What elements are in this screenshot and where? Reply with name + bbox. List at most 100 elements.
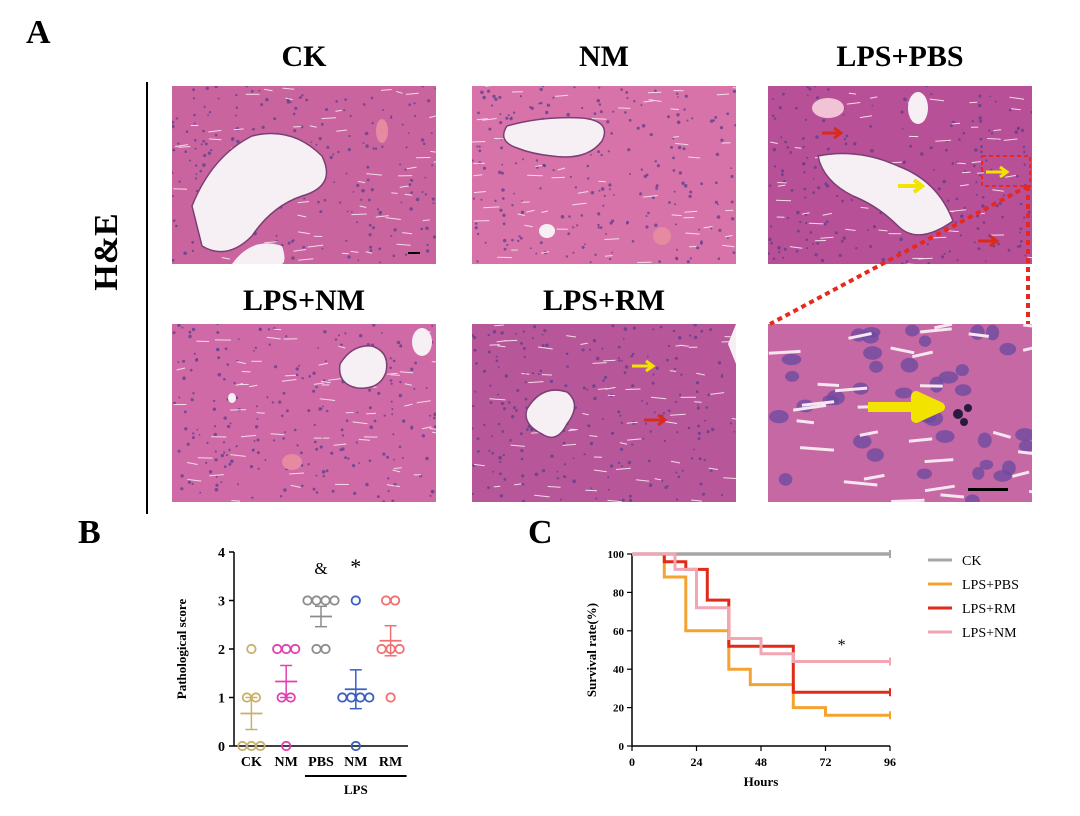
sinusoid-line [208, 129, 222, 133]
data-point [246, 643, 257, 655]
nucleus-dot [268, 343, 271, 346]
sinusoid-line [924, 458, 954, 464]
inflammatory-cell [964, 404, 972, 412]
sinusoid-line [679, 344, 689, 347]
nucleus-dot [692, 448, 695, 451]
y-tick-label: 3 [218, 595, 225, 610]
nucleus-dot [208, 111, 212, 114]
nucleus-dot [975, 193, 978, 196]
nucleus-dot [925, 86, 928, 88]
sinusoid-line [643, 195, 658, 198]
nucleus-dot [772, 147, 777, 152]
nucleus-dot [256, 417, 259, 420]
nucleus-dot [942, 179, 946, 184]
sinusoid-line [485, 86, 491, 87]
nucleus-dot [629, 494, 632, 498]
nucleus-dot [513, 192, 515, 195]
nucleus-dot [610, 464, 614, 468]
nucleus-dot [699, 241, 703, 245]
nucleus-dot [586, 388, 589, 391]
nucleus-dot [274, 365, 278, 369]
nucleus-dot [589, 348, 592, 351]
nucleus-dot [608, 183, 612, 187]
nucleus-dot [958, 138, 961, 141]
nucleus-dot [626, 97, 629, 100]
nucleus-dot [959, 234, 962, 237]
nucleus-dot [378, 247, 382, 251]
sinusoid-line [235, 383, 244, 386]
nucleus-dot [236, 139, 240, 144]
nucleus-dot [679, 393, 682, 396]
nucleus-dot [326, 409, 329, 413]
nucleus-dot [298, 96, 301, 99]
sinusoid-line [603, 359, 616, 362]
nucleus-dot [977, 247, 981, 251]
nucleus-dot [256, 451, 260, 455]
nucleus-dot [390, 235, 393, 238]
nucleus-dot [978, 174, 981, 177]
nucleus-dot [512, 111, 516, 114]
sinusoid-line [789, 246, 803, 249]
nucleus-dot [480, 90, 484, 95]
nucleus-dot [252, 127, 255, 131]
nucleus-dot [321, 247, 324, 250]
nucleus-dot [193, 122, 196, 125]
nucleus-dot [477, 450, 480, 453]
nucleus-dot [207, 114, 209, 117]
nucleus-dot [476, 260, 479, 263]
nucleus-dot [495, 355, 498, 358]
he-row-label: H&E [88, 213, 125, 291]
nucleus-dot [293, 428, 297, 432]
nucleus-dot [368, 223, 372, 227]
nucleus-dot [676, 431, 679, 434]
nucleus-dot [530, 247, 532, 250]
micrograph-lps-rm [472, 324, 736, 502]
nucleus-dot [990, 132, 994, 135]
nucleus-dot [422, 142, 426, 146]
nucleus-dot [213, 432, 217, 437]
nucleus-dot [836, 194, 839, 198]
nucleus-dot [398, 393, 403, 398]
nucleus-dot [215, 483, 219, 487]
sinusoid-line [430, 150, 436, 153]
nucleus-dot [522, 158, 524, 161]
nucleus-dot [499, 494, 504, 498]
nucleus-dot [537, 373, 540, 376]
nucleus-dot [172, 120, 175, 124]
significance-annotation: & [314, 559, 327, 578]
nucleus-dot [677, 96, 679, 98]
nucleus-dot [1007, 248, 1011, 252]
nucleus-dot [433, 416, 436, 420]
nucleus-dot [516, 389, 520, 392]
nucleus-dot [315, 143, 318, 146]
nucleus-dot [255, 405, 258, 408]
nucleus-dot [569, 175, 572, 178]
nucleus-dot [421, 191, 424, 193]
nucleus-dot [356, 221, 358, 224]
nucleus-dot [662, 412, 665, 415]
nucleus-dot [189, 368, 193, 372]
nucleus-dot [599, 110, 603, 114]
nucleus-dot [995, 204, 999, 208]
nucleus-dot [330, 451, 334, 455]
sinusoid-line [429, 115, 436, 119]
sinusoid-line [429, 428, 436, 430]
nucleus-dot [618, 357, 620, 360]
sinusoid-line [636, 479, 650, 482]
nucleus-dot [661, 479, 664, 482]
nucleus-dot [345, 172, 348, 175]
nucleus-dot [257, 467, 260, 470]
nucleus-dot [254, 425, 259, 429]
nucleus-dot [534, 472, 539, 477]
nucleus-dot [393, 228, 397, 232]
sinusoid-line [365, 251, 373, 254]
nucleus-dot [901, 262, 904, 264]
nucleus-dot [612, 110, 615, 113]
nucleus-dot [323, 198, 327, 202]
nucleus-dot [805, 238, 808, 241]
nucleus-dot [688, 334, 692, 337]
sinusoid-line [801, 212, 810, 215]
sinusoid-line [231, 500, 241, 502]
nucleus-dot [319, 210, 323, 214]
hepatocyte-nucleus [900, 357, 919, 373]
